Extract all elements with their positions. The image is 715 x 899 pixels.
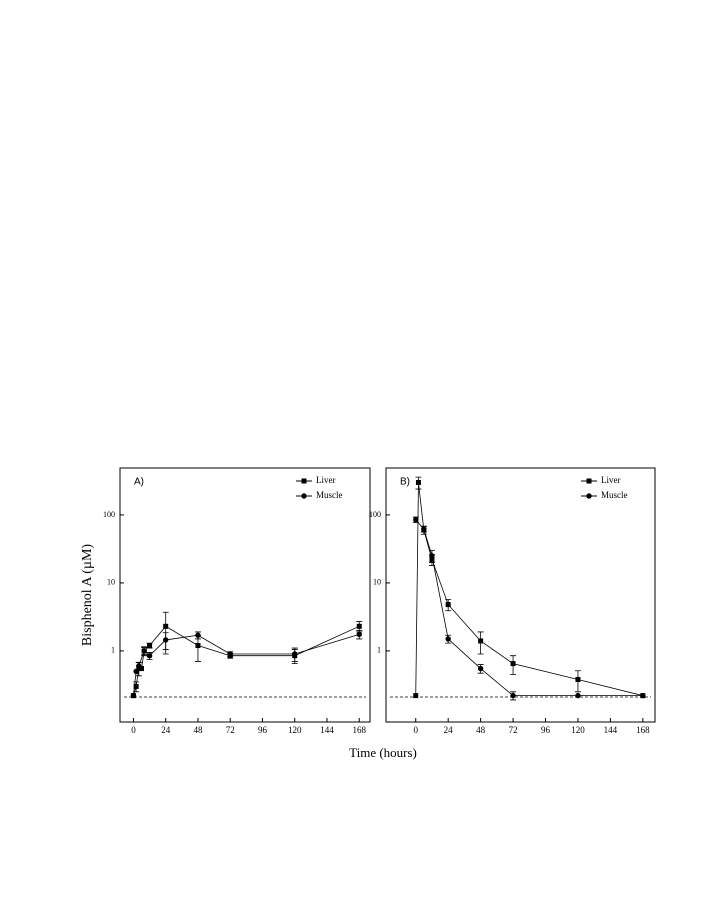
marker bbox=[141, 648, 147, 654]
marker bbox=[139, 666, 145, 672]
panel-label: A) bbox=[134, 477, 144, 488]
marker bbox=[133, 683, 139, 689]
marker bbox=[429, 553, 435, 559]
marker bbox=[445, 602, 451, 608]
legend-marker bbox=[301, 478, 307, 484]
legend-marker bbox=[586, 493, 592, 499]
x-tick-label: 72 bbox=[509, 725, 518, 735]
series-line bbox=[133, 625, 360, 696]
legend-label: Liver bbox=[601, 475, 621, 485]
x-tick-label: 168 bbox=[636, 725, 650, 735]
y-tick-label: 100 bbox=[369, 510, 381, 519]
x-tick-label: 144 bbox=[604, 725, 618, 735]
series-line bbox=[133, 633, 360, 696]
marker bbox=[133, 668, 139, 675]
legend-marker bbox=[301, 493, 307, 499]
marker bbox=[415, 479, 421, 485]
legend-marker bbox=[586, 478, 592, 484]
y-tick-label: 10 bbox=[107, 578, 115, 587]
x-tick-label: 72 bbox=[226, 725, 235, 735]
plot-frame bbox=[385, 467, 656, 723]
marker bbox=[640, 692, 646, 699]
marker bbox=[163, 623, 169, 629]
x-tick-label: 96 bbox=[258, 725, 268, 735]
marker bbox=[421, 526, 427, 532]
x-tick-label: 0 bbox=[131, 725, 136, 735]
marker bbox=[413, 693, 419, 699]
marker bbox=[227, 651, 233, 657]
marker bbox=[413, 517, 419, 523]
legend-label: Liver bbox=[316, 475, 336, 485]
marker bbox=[130, 692, 137, 699]
marker bbox=[146, 652, 153, 659]
x-tick-label: 168 bbox=[352, 725, 366, 735]
x-tick-label: 120 bbox=[288, 725, 302, 735]
x-tick-label: 48 bbox=[193, 725, 203, 735]
x-tick-label: 144 bbox=[320, 725, 334, 735]
series-line bbox=[415, 482, 643, 696]
marker bbox=[478, 638, 484, 644]
marker bbox=[356, 631, 362, 638]
legend-label: Muscle bbox=[601, 490, 628, 500]
y-tick-label: 100 bbox=[103, 510, 115, 519]
marker bbox=[147, 643, 153, 649]
marker bbox=[292, 651, 298, 657]
x-tick-label: 48 bbox=[476, 725, 486, 735]
y-tick-label: 10 bbox=[373, 578, 381, 587]
marker bbox=[477, 665, 484, 672]
x-tick-label: 0 bbox=[413, 725, 418, 735]
marker bbox=[445, 636, 451, 642]
x-tick-label: 96 bbox=[541, 725, 551, 735]
marker bbox=[575, 676, 581, 682]
y-axis-label: Bisphenol A (µM) bbox=[80, 544, 95, 647]
marker bbox=[195, 632, 201, 638]
marker bbox=[195, 643, 201, 649]
marker bbox=[575, 692, 581, 699]
marker bbox=[510, 661, 516, 667]
marker bbox=[162, 637, 169, 643]
x-axis-label: Time (hours) bbox=[349, 745, 417, 760]
x-tick-label: 120 bbox=[571, 725, 585, 735]
plot-frame bbox=[119, 467, 371, 723]
marker bbox=[356, 623, 362, 629]
y-tick-label: 1 bbox=[111, 646, 115, 655]
marker bbox=[510, 692, 516, 699]
x-tick-label: 24 bbox=[444, 725, 454, 735]
y-tick-label: 1 bbox=[377, 646, 381, 655]
legend-label: Muscle bbox=[316, 490, 343, 500]
series-line bbox=[415, 519, 643, 697]
panel-label: B) bbox=[400, 477, 410, 488]
marker bbox=[136, 663, 142, 669]
x-tick-label: 24 bbox=[161, 725, 171, 735]
